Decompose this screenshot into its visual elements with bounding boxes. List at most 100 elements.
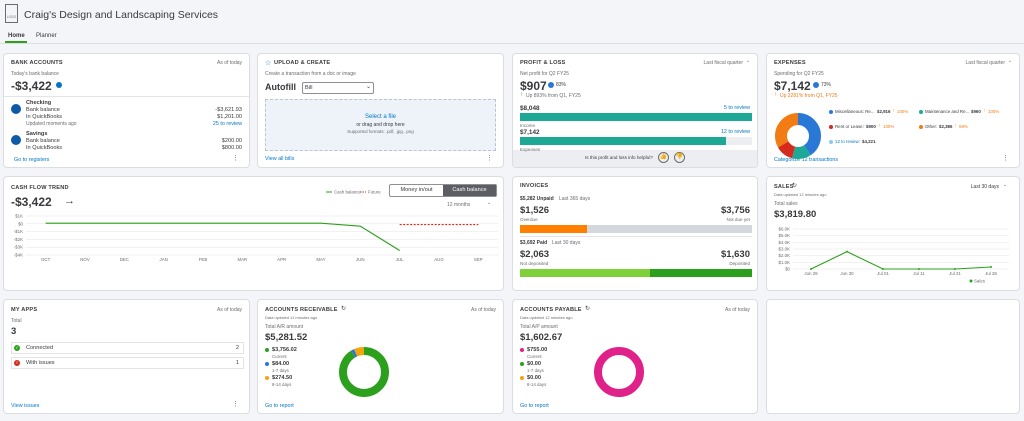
bar-caption: Expenses bbox=[520, 147, 541, 152]
data-point bbox=[990, 266, 992, 268]
legend-change: 100% bbox=[883, 124, 895, 129]
thumbs-down[interactable]: 👎 bbox=[674, 152, 685, 163]
range[interactable]: 12 months bbox=[447, 202, 471, 208]
toggle[interactable]: Money in/out bbox=[400, 187, 433, 193]
total: $5,281.52 bbox=[265, 332, 308, 343]
updated: Data updated 12 minutes ago bbox=[774, 192, 827, 197]
x-tick-label: NOV bbox=[80, 257, 90, 262]
autofill-label: Autofill bbox=[265, 82, 296, 92]
part-amount: $1,630 bbox=[720, 249, 750, 260]
group-heading: $5,282 Unpaid bbox=[520, 196, 554, 202]
x-tick-label: SEP bbox=[474, 257, 483, 262]
company-name: Craig's Design and Landscaping Services bbox=[24, 9, 219, 21]
up-arrow: ↑ bbox=[774, 92, 777, 98]
slice-caption: 8-14 days bbox=[527, 382, 547, 387]
legend-name: Rent or Lease: bbox=[835, 124, 864, 129]
legend-label: Future bbox=[368, 190, 381, 195]
drop-zone[interactable] bbox=[265, 99, 496, 151]
up-arrow: ↑ bbox=[520, 92, 523, 98]
select-value: Bill bbox=[305, 85, 313, 91]
divider bbox=[4, 96, 249, 97]
thumbs-up[interactable]: 👍 bbox=[658, 152, 669, 163]
group-heading: $3,692 Paid bbox=[520, 240, 548, 246]
payable-card: ACCOUNTS PAYABLE ↻ Data updated 12 minutes… bbox=[512, 299, 758, 414]
donut-slice bbox=[594, 347, 644, 397]
y-tick-label: $0 bbox=[785, 267, 790, 272]
review-link[interactable]: 25 to review bbox=[212, 121, 242, 127]
total: $7,142 bbox=[774, 79, 811, 93]
formats: Supported formats: .pdf, .jpg, .png bbox=[347, 129, 414, 134]
change: Up 893% from Q1, FY25 bbox=[526, 93, 581, 99]
sales-card: SALES ↻ Data updated 12 minutes ago Last… bbox=[766, 176, 1020, 291]
legend-dot bbox=[265, 376, 269, 380]
refresh-icon[interactable]: ↻ bbox=[585, 306, 591, 312]
data-point bbox=[954, 268, 956, 270]
feedback-bar bbox=[513, 150, 757, 167]
donut-slice bbox=[339, 347, 389, 397]
more-menu[interactable]: ⋮ bbox=[486, 155, 493, 162]
x-tick-label: APR bbox=[277, 257, 286, 262]
x-tick-label: Jul 01 bbox=[877, 271, 889, 276]
info-icon[interactable] bbox=[56, 82, 62, 88]
footer-link[interactable]: Go to report bbox=[520, 403, 549, 409]
y-tick-label: $0 bbox=[18, 221, 23, 226]
footer-link[interactable]: View all bills bbox=[265, 156, 295, 162]
part-caption: Not due yet bbox=[726, 217, 751, 222]
x-tick-label: Jun 29 bbox=[804, 271, 818, 276]
type-select[interactable] bbox=[302, 82, 374, 94]
account-name: Savings bbox=[26, 131, 48, 137]
period[interactable]: Last fiscal quarter bbox=[703, 60, 743, 66]
legend-dot bbox=[829, 140, 833, 144]
chart bbox=[339, 347, 389, 397]
slice-amount: $0.00 bbox=[527, 361, 541, 367]
period[interactable]: Last 30 days bbox=[970, 184, 999, 190]
y-tick-label: $2.0K bbox=[779, 253, 791, 258]
drop-title[interactable]: Select a file bbox=[364, 114, 397, 120]
legend-change: 100% bbox=[988, 109, 1000, 114]
row-name: Connected bbox=[26, 345, 54, 351]
subtitle: Total bbox=[11, 318, 22, 324]
footer-link[interactable]: Go to registers bbox=[14, 157, 50, 163]
caret[interactable]: ⌄ bbox=[1002, 182, 1007, 188]
legend-name[interactable]: 12 to review: bbox=[835, 139, 860, 144]
updated: Data updated 12 minutes ago bbox=[520, 315, 573, 320]
refresh-icon[interactable]: ↻ bbox=[792, 183, 798, 189]
x-tick-label: Jul 21 bbox=[949, 271, 961, 276]
tab[interactable]: Planner bbox=[36, 33, 57, 39]
review-link[interactable]: 12 to review bbox=[720, 129, 750, 135]
as-of: As of today bbox=[724, 307, 750, 313]
review-link[interactable]: 5 to review bbox=[723, 105, 750, 111]
bar-segment bbox=[520, 225, 588, 233]
caret[interactable]: ⌄ bbox=[745, 58, 750, 64]
row-box bbox=[11, 342, 244, 354]
refresh-icon[interactable]: ↻ bbox=[341, 306, 347, 312]
row-label: In QuickBooks bbox=[26, 114, 63, 120]
arrow-link[interactable]: → bbox=[64, 195, 75, 207]
tab[interactable]: Home bbox=[8, 33, 25, 39]
tab-underline bbox=[5, 41, 27, 43]
more-menu[interactable]: ⋮ bbox=[1002, 155, 1009, 162]
footer-link[interactable]: View issues bbox=[11, 403, 40, 409]
legend-arrow: ↑ bbox=[983, 108, 986, 114]
footer-link[interactable]: Go to report bbox=[265, 403, 294, 409]
toggle-active[interactable]: Cash balance bbox=[443, 185, 496, 196]
x-tick-label: Jul 28 bbox=[985, 271, 997, 276]
legend-name: Other: bbox=[925, 124, 938, 129]
chart bbox=[594, 347, 644, 397]
footer-link[interactable]: Categorize 12 transactions bbox=[774, 157, 839, 163]
more-menu[interactable]: ⋮ bbox=[232, 155, 239, 162]
caret[interactable]: ⌄ bbox=[1007, 58, 1012, 64]
caret[interactable]: ⌄ bbox=[487, 200, 492, 206]
total: $3,819.80 bbox=[774, 209, 817, 220]
subtitle: Spending for Q2 FY25 bbox=[774, 71, 824, 77]
legend-name: Miscellaneous: Re... bbox=[835, 109, 875, 114]
card-title: ACCOUNTS RECEIVABLE bbox=[265, 307, 338, 313]
more-menu[interactable]: ⋮ bbox=[232, 401, 239, 408]
legend-dot bbox=[520, 362, 524, 366]
legend-arrow: ↑ bbox=[892, 108, 895, 114]
row-count: 2 bbox=[235, 345, 239, 351]
group-period: Last 30 days bbox=[552, 240, 581, 246]
period[interactable]: Last fiscal quarter bbox=[965, 60, 1005, 66]
account-name: Checking bbox=[26, 100, 52, 106]
select-caret: ⌄ bbox=[366, 84, 372, 90]
